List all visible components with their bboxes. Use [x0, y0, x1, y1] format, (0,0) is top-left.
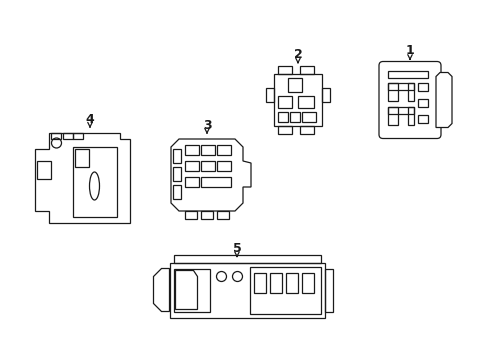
Bar — [173, 149, 181, 163]
Bar — [173, 185, 181, 199]
Bar — [217, 161, 231, 171]
Bar — [300, 126, 314, 134]
Text: 2: 2 — [294, 48, 302, 60]
Bar — [173, 167, 181, 181]
Polygon shape — [34, 133, 129, 223]
Bar — [324, 269, 333, 311]
Text: 5: 5 — [233, 242, 242, 255]
Bar — [50, 133, 60, 139]
Bar — [274, 74, 322, 126]
FancyBboxPatch shape — [379, 62, 441, 139]
Text: 1: 1 — [406, 44, 415, 57]
Bar — [74, 149, 89, 167]
Bar — [388, 71, 428, 77]
Bar — [201, 177, 231, 187]
Bar — [185, 161, 199, 171]
Bar — [388, 107, 414, 113]
Bar — [418, 99, 428, 107]
Bar — [278, 126, 292, 134]
Bar — [388, 82, 398, 100]
Bar — [201, 211, 213, 219]
Bar — [73, 133, 82, 139]
Polygon shape — [171, 139, 251, 211]
Bar — [408, 82, 414, 100]
Bar — [173, 269, 210, 311]
Bar — [418, 82, 428, 90]
Bar — [301, 273, 314, 292]
Bar — [290, 112, 300, 122]
Bar — [253, 273, 266, 292]
Bar — [201, 145, 215, 155]
Text: 4: 4 — [86, 113, 95, 126]
Polygon shape — [436, 72, 452, 127]
Bar — [270, 273, 281, 292]
Text: 3: 3 — [203, 118, 211, 131]
Bar — [278, 112, 288, 122]
Bar — [185, 177, 199, 187]
Bar — [388, 107, 398, 125]
Bar — [217, 211, 229, 219]
Bar — [408, 107, 414, 125]
Bar — [322, 88, 330, 102]
Polygon shape — [153, 269, 170, 311]
Bar — [36, 161, 50, 179]
Bar — [286, 273, 297, 292]
Bar — [249, 266, 320, 314]
Bar — [278, 96, 292, 108]
Bar — [266, 88, 274, 102]
Bar — [302, 112, 316, 122]
Bar — [217, 145, 231, 155]
Bar — [185, 211, 197, 219]
Polygon shape — [175, 270, 197, 310]
Bar — [173, 255, 320, 262]
Bar — [170, 262, 324, 318]
Bar — [185, 145, 199, 155]
Bar — [278, 66, 292, 74]
Bar — [63, 133, 73, 139]
Bar — [388, 82, 414, 90]
Bar — [418, 114, 428, 122]
Bar — [73, 147, 117, 217]
Bar — [300, 66, 314, 74]
Bar — [298, 96, 314, 108]
Bar — [288, 78, 302, 92]
Bar — [201, 161, 215, 171]
